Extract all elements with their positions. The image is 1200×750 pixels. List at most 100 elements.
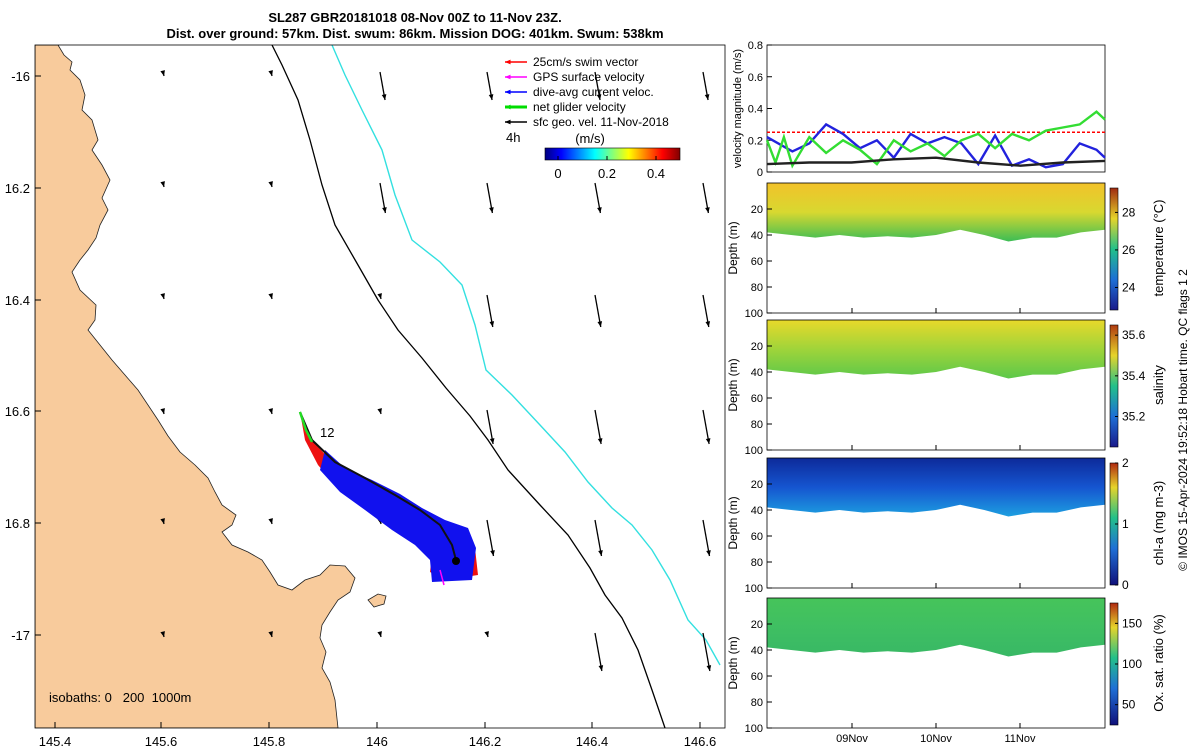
gps-surface-velocity-arrow xyxy=(439,569,445,586)
geo-velocity-arrow-head xyxy=(160,408,165,414)
legend-arrow-head xyxy=(505,119,511,125)
legend-label: sfc geo. vel. 11-Nov-2018 xyxy=(533,115,669,129)
map-y-tick-label: 16.2 xyxy=(5,181,30,196)
isobath-1000m xyxy=(331,45,721,666)
geo-velocity-arrow xyxy=(594,519,603,557)
label-4h: 4h xyxy=(506,130,520,145)
colorbar-tick-label: 35.2 xyxy=(1122,410,1146,424)
geo-velocity-arrow-head xyxy=(598,665,604,671)
glider-track-overlay xyxy=(298,411,478,586)
colorbar-tick-label: 150 xyxy=(1122,616,1142,630)
section-y-tick-label: 20 xyxy=(751,619,763,631)
colorbar-tick-label: 100 xyxy=(1122,657,1142,671)
legend-label: net glider velocity xyxy=(533,100,626,114)
section-colorbar xyxy=(1109,187,1119,311)
geo-velocity-arrow-head xyxy=(598,550,603,556)
colorbar-tick-label: 35.6 xyxy=(1122,328,1146,342)
colorbar-tick-label: 50 xyxy=(1122,698,1136,712)
geo-velocity-arrow-head xyxy=(268,408,273,414)
map-x-tick-label: 145.4 xyxy=(39,734,72,749)
isobaths-label: isobaths: 0 200 1000m xyxy=(49,690,191,705)
section-y-tick-label: 20 xyxy=(751,204,763,216)
section-y-tick-label: 40 xyxy=(751,230,763,242)
section-y-axis-label: Depth (m) xyxy=(726,358,740,411)
section-data-field xyxy=(767,183,1105,242)
geo-velocity-arrow-head xyxy=(160,293,165,299)
velocity-y-axis-label: velocity magnitude (m/s) xyxy=(732,49,744,168)
colorbar-tick-label: 24 xyxy=(1122,280,1136,294)
geo-velocity-arrow-head xyxy=(705,438,711,444)
velocity-axes-box xyxy=(766,44,1106,173)
geo-velocity-arrow-head xyxy=(160,181,165,187)
geo-velocity-arrow-head xyxy=(488,94,494,100)
geo-velocity-arrow-head xyxy=(268,70,273,76)
colorbar-tick-label: 1 xyxy=(1122,517,1129,531)
geo-velocity-arrow-head xyxy=(704,94,710,100)
map-x-tick-label: 146.2 xyxy=(469,734,502,749)
geo-velocity-arrow-head xyxy=(377,293,382,299)
geo-velocity-arrow xyxy=(594,409,602,445)
geo-velocity-arrow xyxy=(702,632,711,672)
map-x-tick-label: 146.6 xyxy=(684,734,717,749)
map-x-tick-label: 146.4 xyxy=(576,734,609,749)
section-y-tick-label: 20 xyxy=(751,479,763,491)
colorbar-tick-label: 0 xyxy=(554,166,561,181)
section-colorbar-label: temperature (°C) xyxy=(1151,200,1166,297)
geo-velocity-arrow-head xyxy=(706,665,712,671)
map-y-tick-label: 16.6 xyxy=(5,404,30,419)
geo-velocity-arrow-head xyxy=(489,207,494,213)
section-y-tick-label: 100 xyxy=(745,583,763,595)
velocity-y-tick-label: 0.6 xyxy=(748,72,763,84)
net-track-line xyxy=(299,411,457,561)
colorbar-tick-label: 0.4 xyxy=(647,166,665,181)
geo-velocity-arrow xyxy=(486,409,494,445)
label-12: 12 xyxy=(320,425,334,440)
colorbar-tick-label: 0 xyxy=(1122,578,1129,592)
geo-velocity-arrow-head xyxy=(268,631,273,637)
geo-velocity-arrow-head xyxy=(268,518,273,524)
current-vector-cloud xyxy=(320,450,476,582)
velocity-y-tick-label: 0.4 xyxy=(748,104,763,116)
section-temperature: 20 40 60 80 100 Depth (m) 24 26 28 temperature (°… xyxy=(726,182,1166,320)
section-data-field xyxy=(767,458,1105,517)
colorbar-title: (m/s) xyxy=(575,131,605,146)
geo-velocity-arrow-head xyxy=(160,631,165,637)
section-colorbar-label: chl-a (mg m-3) xyxy=(1151,481,1166,566)
geo-velocity-arrow-head xyxy=(597,438,603,444)
section-colorbar-label: salinity xyxy=(1151,365,1166,405)
map-y-tick-label: 16.4 xyxy=(5,293,30,308)
isobath-200m xyxy=(271,45,666,728)
section-y-axis-label: Depth (m) xyxy=(726,496,740,549)
geo-velocity-arrow-head xyxy=(705,207,710,213)
geo-velocity-arrow-head xyxy=(160,518,165,524)
section-y-tick-label: 80 xyxy=(751,697,763,709)
map-y-tick-label: -16 xyxy=(11,69,30,84)
section-chl-a: 20 40 60 80 100 Depth (m) 0 1 2 chl-a (mg m-3) xyxy=(726,456,1166,595)
section-data-field xyxy=(767,598,1105,657)
geo-velocity-arrow-head xyxy=(268,181,273,187)
section-oxygen-saturation: 20 40 60 80 100 Depth (m) 50 100 150 Ox. sat. rat… xyxy=(726,597,1166,745)
section-x-tick-label: 11Nov xyxy=(1005,733,1036,745)
imos-timestamp: © IMOS 15-Apr-2024 19:52:18 Hobart time.… xyxy=(1176,269,1190,571)
geo-velocity-arrow xyxy=(486,519,495,557)
section-colorbar-label: Ox. sat. ratio (%) xyxy=(1151,614,1166,712)
section-x-tick-label: 10Nov xyxy=(920,733,952,745)
geo-velocity-arrow-head xyxy=(489,321,495,327)
legend-arrow-head xyxy=(505,59,511,65)
section-salinity: 20 40 60 80 100 Depth (m) 35.2 35.4 35.6 salinity xyxy=(726,319,1166,457)
section-y-tick-label: 100 xyxy=(745,445,763,457)
velocity-series-line xyxy=(766,122,1106,169)
geo-velocity-arrow-head xyxy=(268,293,273,299)
speed-colorbar xyxy=(544,147,681,161)
map-y-tick-label: 16.8 xyxy=(5,516,30,531)
legend-label: 25cm/s swim vector xyxy=(533,55,638,69)
velocity-series-line xyxy=(766,156,1106,167)
colorbar-tick-label: 28 xyxy=(1122,205,1136,219)
section-y-tick-label: 60 xyxy=(751,531,763,543)
section-y-tick-label: 60 xyxy=(751,393,763,405)
geo-velocity-arrow-head xyxy=(706,550,711,556)
section-y-tick-label: 80 xyxy=(751,419,763,431)
section-y-tick-label: 100 xyxy=(745,723,763,735)
